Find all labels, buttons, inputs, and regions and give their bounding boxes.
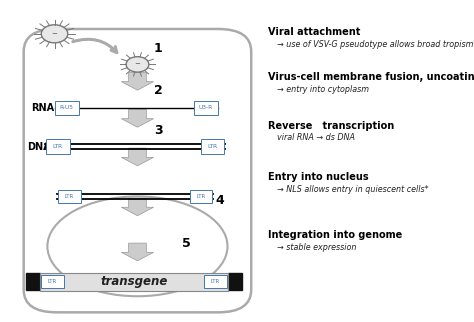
Text: Integration into genome: Integration into genome <box>268 230 402 240</box>
FancyBboxPatch shape <box>46 139 70 154</box>
FancyBboxPatch shape <box>190 190 212 203</box>
Text: → use of VSV-G pseudotype allows broad tropism*: → use of VSV-G pseudotype allows broad t… <box>277 40 474 49</box>
Text: transgene: transgene <box>100 275 168 288</box>
Text: 4: 4 <box>216 194 224 207</box>
Circle shape <box>41 25 68 43</box>
FancyBboxPatch shape <box>194 101 218 115</box>
Text: 5: 5 <box>182 237 191 250</box>
Text: Entry into nucleus: Entry into nucleus <box>268 172 368 182</box>
Text: Reverse   transcription: Reverse transcription <box>268 120 394 131</box>
Text: Viral attachment: Viral attachment <box>268 27 360 37</box>
Polygon shape <box>121 148 154 166</box>
Text: RNA: RNA <box>31 103 54 113</box>
Text: LTR: LTR <box>64 194 74 199</box>
Text: LTR: LTR <box>196 194 206 199</box>
Text: viral RNA → ds DNA: viral RNA → ds DNA <box>277 133 356 142</box>
Polygon shape <box>121 72 154 90</box>
Text: → entry into cytoplasm: → entry into cytoplasm <box>277 85 369 94</box>
FancyBboxPatch shape <box>58 190 81 203</box>
FancyBboxPatch shape <box>40 273 228 291</box>
Text: LTR: LTR <box>207 144 218 149</box>
Text: → stable expression: → stable expression <box>277 243 357 252</box>
Text: 3: 3 <box>154 124 163 137</box>
Text: 1: 1 <box>154 43 163 55</box>
Text: U3-R: U3-R <box>199 105 213 110</box>
Circle shape <box>126 57 149 72</box>
Text: R-U5: R-U5 <box>60 105 74 110</box>
Polygon shape <box>121 198 154 216</box>
FancyBboxPatch shape <box>228 273 242 290</box>
FancyBboxPatch shape <box>41 275 64 288</box>
Text: LTR: LTR <box>48 279 57 284</box>
Text: −: − <box>52 31 57 37</box>
FancyBboxPatch shape <box>55 101 79 115</box>
Text: DNA: DNA <box>27 141 51 152</box>
Text: Virus-cell membrane fusion, uncoating: Virus-cell membrane fusion, uncoating <box>268 72 474 82</box>
Polygon shape <box>121 243 154 261</box>
FancyBboxPatch shape <box>204 275 227 288</box>
Polygon shape <box>121 109 154 127</box>
FancyBboxPatch shape <box>26 273 40 290</box>
Text: → NLS allows entry in quiescent cells*: → NLS allows entry in quiescent cells* <box>277 185 429 194</box>
Text: −: − <box>135 62 140 67</box>
Text: LTR: LTR <box>210 279 220 284</box>
Text: LTR: LTR <box>53 144 63 149</box>
FancyBboxPatch shape <box>201 139 224 154</box>
Text: 2: 2 <box>154 84 163 97</box>
